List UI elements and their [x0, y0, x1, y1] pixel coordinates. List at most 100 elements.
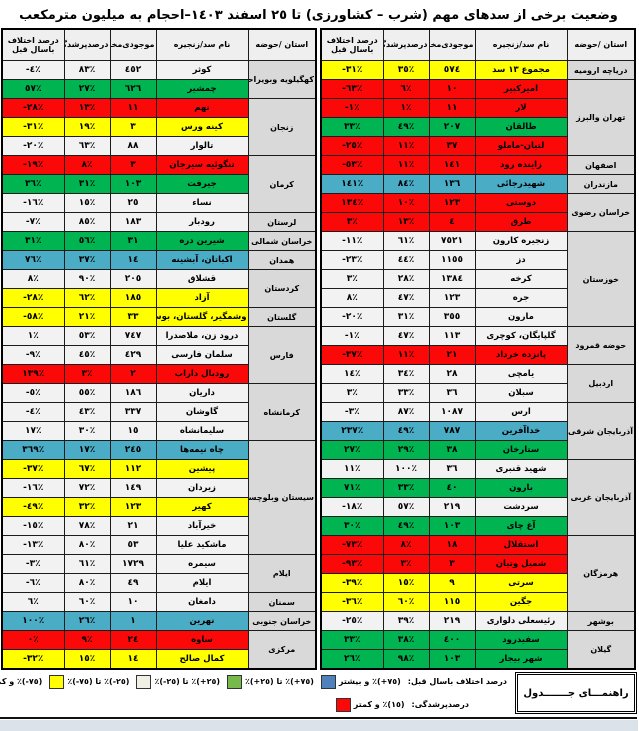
diff-percent-cell: ٧١٪ [321, 478, 385, 498]
province-cell: دریاچه ارومیه [567, 60, 637, 80]
reservoir-volume-cell: ١٨ [429, 535, 477, 555]
dam-row: ایلام سیمره ١٧٢٩ ٦١٪ -٣٪ [2, 554, 318, 593]
fill-percent-cell: ٦٠٪ [64, 592, 112, 612]
reservoir-volume-cell: ٣ [429, 554, 477, 574]
dam-row: شمیل وتیان ٣ ٣٪ -٩٣٪ [321, 554, 636, 574]
dam-row: زیردان ١٤٩ ٧٢٪ -١٦٪ [2, 478, 317, 498]
dam-row: کهگیلویه وبویراحمدکوثر٤٥٢٨٣٪-٤٪ [2, 60, 318, 99]
province-cell: تهران والبرز [567, 79, 637, 156]
diff-percent-cell: -١٨٪ [321, 497, 385, 517]
column-header-3: درصدپرشدگی [64, 28, 112, 61]
fill-percent-cell: ١٠٠٪ [383, 459, 431, 479]
dam-row: زنجان تهم ١١ ١٣٪ -٢٨٪ [2, 98, 318, 156]
province-cell: سمنان [248, 592, 318, 612]
dam-name-cell: بارون [475, 478, 569, 498]
dam-name-cell: گلپایگان، کوچری [475, 326, 569, 346]
diff-percent-cell: -٩٪ [2, 345, 66, 365]
dam-name-cell: سلمان فارسی [156, 345, 250, 365]
legend-item-label: (٧٥+)٪ تا (٢٥+)٪ [245, 677, 315, 686]
legend-color-swatch [227, 674, 243, 689]
dam-name-cell: کرخه [475, 269, 569, 289]
province-cell: اصفهان [567, 155, 637, 175]
province-cell: ایلام [248, 554, 318, 593]
diff-percent-cell: -٥٨٪ [2, 307, 66, 327]
reservoir-volume-cell: ٢٤٥ [110, 440, 158, 460]
reservoir-volume-cell: ١٥ [110, 421, 158, 441]
diff-percent-cell: -٩٣٪ [321, 554, 385, 574]
diff-percent-cell: ٣٦٪ [2, 174, 66, 194]
dam-name-cell: قشلاق [156, 269, 250, 289]
legend-diff-line: درصد اختلاف باسال قبل: (٧٥+)٪ و بیشتر (٧٥… [0, 672, 508, 691]
dam-name-cell: ایلام [156, 573, 250, 593]
diff-percent-cell: ١٠٠٪ [2, 611, 66, 631]
dam-row: سلیمانشاه ١٥ ٣٠٪ ١٧٪ [2, 421, 317, 441]
dam-name-cell: کمال صالح [156, 649, 250, 670]
dam-name-cell: تالوار [156, 136, 250, 156]
fill-percent-cell: ٦٪ [383, 79, 431, 99]
diff-percent-cell: -٢٠٪ [2, 136, 66, 156]
dam-name-cell: سیمره [156, 554, 250, 574]
fill-percent-cell: ٤٧٪ [383, 288, 431, 308]
column-header-4: درصد اختلاف باسال قبل [321, 28, 385, 61]
dam-name-cell: طرق [475, 212, 569, 232]
fill-percent-cell: ١٥٪ [383, 573, 431, 593]
legend-fill-line: درصدپرشدگی: (١٥)٪ و کمتر [0, 695, 508, 714]
dam-name-cell: نهرین [156, 611, 250, 631]
fill-percent-cell: ٥٣٪ [64, 326, 112, 346]
reservoir-volume-cell: ٩ [429, 573, 477, 593]
legend-item-label: (١٥)٪ و کمتر [354, 700, 406, 709]
legend-fill-label: درصدپرشدگی: [412, 700, 470, 709]
dam-name-cell: آغ چای [475, 516, 569, 536]
dam-row: هرمزگان استقلال ١٨ ٨٪ -٧٣٪ [321, 535, 637, 612]
province-cell: گلستان [248, 307, 318, 327]
province-cell: خراسان جنوبی [248, 611, 318, 631]
diff-percent-cell: ٨٪ [2, 269, 66, 289]
dam-row: پیشین ١١٢ ٦٧٪ -٣٧٪ [2, 459, 317, 479]
fill-percent-cell: ٣٧٪ [64, 250, 112, 270]
province-cell: هرمزگان [567, 535, 637, 612]
fill-percent-cell: ٨٠٪ [64, 535, 112, 555]
reservoir-volume-cell: ١١ [110, 98, 158, 118]
dam-name-cell: آزاد [156, 288, 250, 308]
dam-row: لرستان رودبار ١٨٣ ٨٥٪ -٧٪ [2, 212, 318, 232]
legend-item-label: (٧٥-)٪ و کمتر [0, 677, 44, 686]
reservoir-volume-cell: ٣٥٥ [429, 307, 477, 327]
reservoir-volume-cell: ٥٧٤ [429, 60, 477, 80]
dam-name-cell: زنجیره کارون [475, 231, 569, 251]
province-cell: همدان [248, 250, 318, 270]
fill-percent-cell: ٦١٪ [383, 231, 431, 251]
dam-row: بارون ٤٠ ٣٣٪ ٧١٪ [321, 478, 636, 498]
diff-percent-cell: -١٪ [321, 98, 385, 118]
diff-percent-cell: -٥٣٪ [321, 155, 385, 175]
fill-percent-cell: ٨٤٪ [383, 174, 431, 194]
fill-percent-cell: ١٪ [383, 98, 431, 118]
fill-percent-cell: ٨٣٪ [64, 60, 112, 80]
report-title: وضعیت برخی از سدهای مهم (شرب – کشاورزی) … [20, 8, 619, 23]
bottom-gray-bar [0, 720, 639, 731]
legend-item: (٧٥+)٪ تا (٢٥+)٪ [227, 674, 315, 689]
province-cell: اردبیل [567, 364, 637, 403]
dam-name-cell: شهر بیجار [475, 649, 569, 670]
dam-row: کرخه ١٣٨٤ ٢٨٪ ٣٪ [321, 269, 636, 289]
fill-percent-cell: ٢٧٪ [64, 79, 112, 99]
dam-name-cell: شهیدرجائی [475, 174, 569, 194]
legend-color-swatch [137, 674, 153, 689]
dam-row: حوضه قمرود گلپایگان، کوچری ١١٣ ٤٧٪ -١٪ [321, 326, 637, 365]
reservoir-volume-cell: ٧٥٢١ [429, 231, 477, 251]
diff-percent-cell: -٤٩٪ [2, 497, 66, 517]
column-header-4: درصد اختلاف باسال قبل [2, 28, 66, 61]
reservoir-volume-cell: ٣ [110, 155, 158, 175]
legend-title: راهنمـــای جـــــــدول [516, 672, 638, 714]
fill-percent-cell: ٣١٪ [64, 174, 112, 194]
fill-percent-cell: ١٧٪ [64, 440, 112, 460]
reservoir-volume-cell: ٣٧ [429, 136, 477, 156]
legend-item-label: (٢٥+)٪ تا (٢٥-)٪ [155, 677, 221, 686]
fill-percent-cell: ٤٥٪ [64, 345, 112, 365]
dam-name-cell: لار [475, 98, 569, 118]
dam-row: سلمان فارسی ٤٢٩ ٤٥٪ -٩٪ [2, 345, 317, 365]
fill-percent-cell: ٢٦٪ [64, 611, 112, 631]
dam-row: ایلام ٤٩ ٨٠٪ -٦٪ [2, 573, 317, 593]
reservoir-volume-cell: ١٧٢٩ [110, 554, 158, 574]
